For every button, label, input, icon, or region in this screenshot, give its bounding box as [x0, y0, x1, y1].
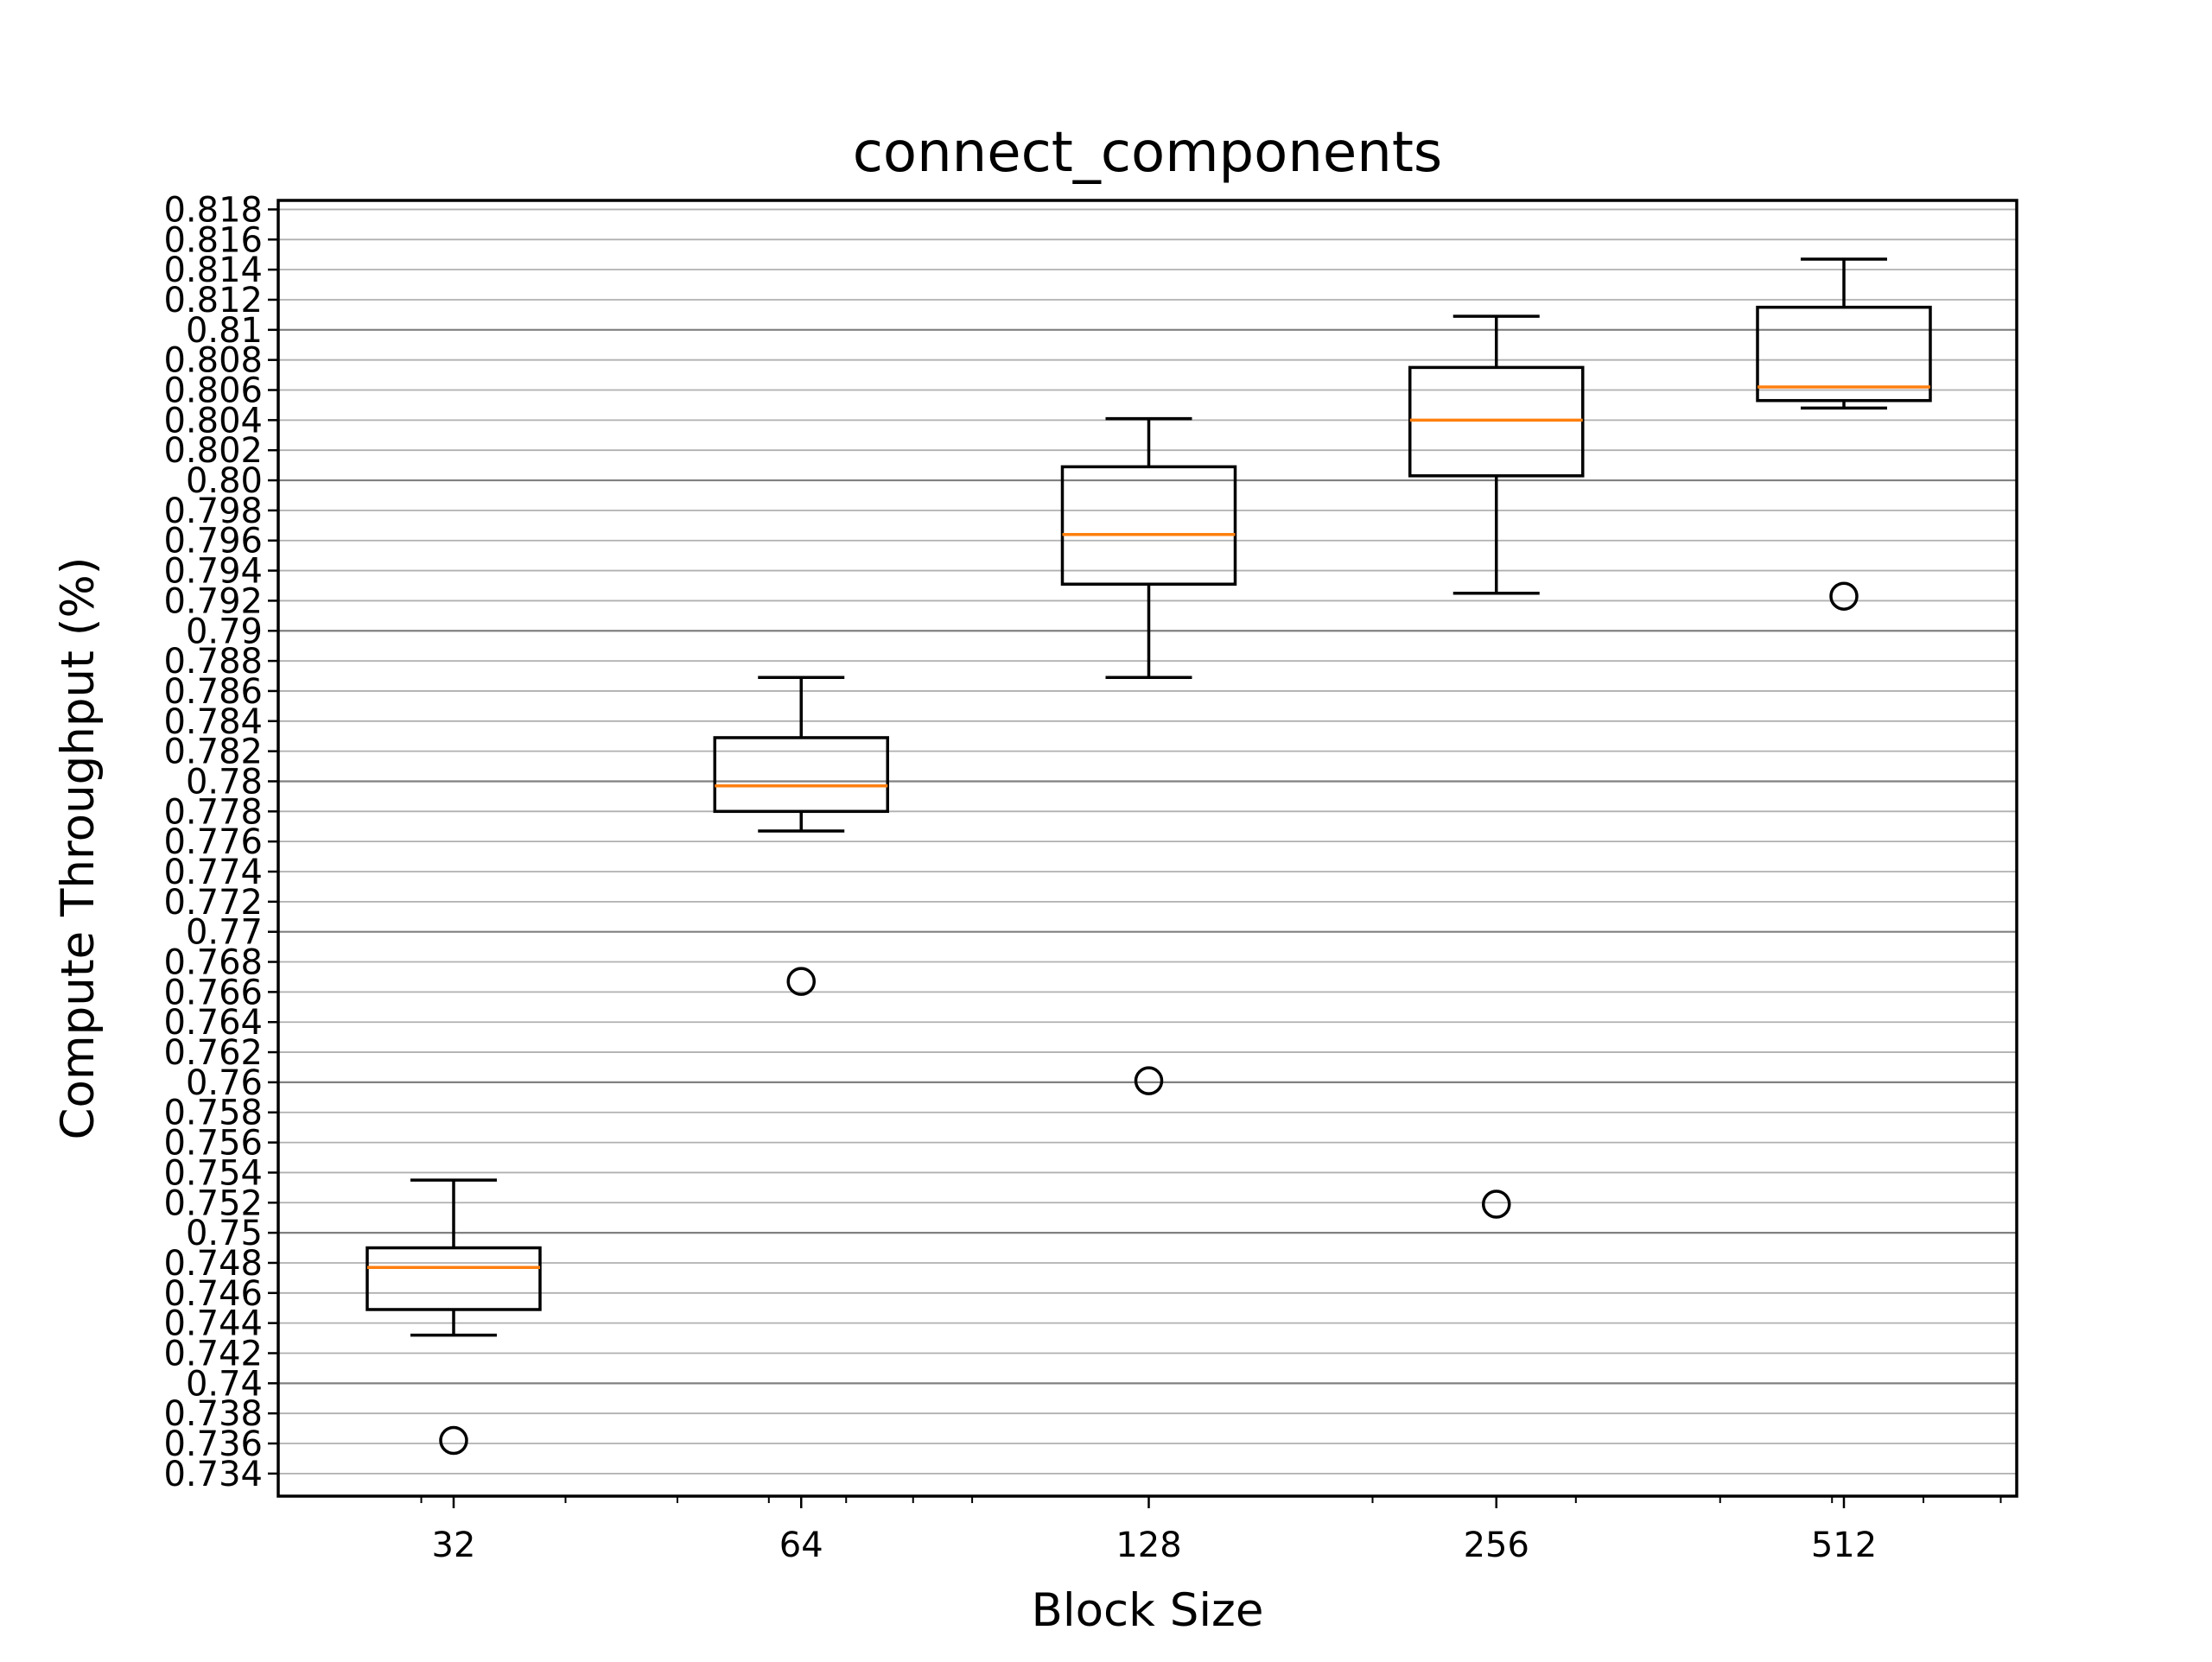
- y-tick-label: 0.786: [163, 672, 263, 712]
- grid-lines: [278, 208, 2017, 1475]
- y-tick-label: 0.768: [163, 943, 263, 983]
- outlier-point: [1134, 1066, 1164, 1095]
- box-group: [1408, 314, 1585, 1219]
- y-tick-label: 0.812: [163, 281, 263, 320]
- y-tick-label: 0.806: [163, 371, 263, 411]
- x-axis-label: Block Size: [1032, 1584, 1264, 1637]
- outlier-point: [1482, 1189, 1511, 1219]
- y-tick-label: 0.81: [186, 311, 263, 351]
- x-tick-label: 64: [779, 1526, 823, 1565]
- y-axis-label: Compute Throughput (%): [52, 557, 105, 1140]
- y-tick-label: 0.794: [163, 552, 263, 592]
- y-axis-ticks: 0.7340.7360.7380.740.7420.7440.7460.7480…: [163, 190, 278, 1494]
- y-tick-label: 0.78: [186, 762, 263, 802]
- y-tick-label: 0.74: [186, 1364, 263, 1404]
- y-tick-label: 0.734: [163, 1455, 263, 1494]
- y-tick-label: 0.76: [186, 1063, 263, 1103]
- x-tick-label: 128: [1116, 1526, 1181, 1565]
- y-tick-label: 0.776: [163, 822, 263, 862]
- y-tick-label: 0.754: [163, 1153, 263, 1193]
- y-tick-label: 0.764: [163, 1003, 263, 1043]
- y-tick-label: 0.778: [163, 792, 263, 832]
- y-tick-label: 0.772: [163, 883, 263, 923]
- x-axis-ticks: 32 64 128 256 512: [420, 1496, 2002, 1565]
- y-tick-label: 0.752: [163, 1183, 263, 1223]
- y-tick-label: 0.738: [163, 1394, 263, 1434]
- y-tick-label: 0.808: [163, 341, 263, 381]
- y-tick-label: 0.762: [163, 1033, 263, 1073]
- y-tick-label: 0.802: [163, 431, 263, 471]
- x-tick-label: 256: [1464, 1526, 1529, 1565]
- y-tick-label: 0.748: [163, 1244, 263, 1284]
- box-group: [365, 1178, 542, 1456]
- y-tick-label: 0.818: [163, 190, 263, 230]
- box-group: [713, 676, 889, 996]
- outlier-point: [439, 1425, 468, 1456]
- y-tick-label: 0.782: [163, 733, 263, 772]
- chart-title: connect_components: [853, 121, 1443, 185]
- y-tick-label: 0.774: [163, 853, 263, 892]
- box-iqr: [1756, 305, 1932, 403]
- y-tick-label: 0.758: [163, 1094, 263, 1133]
- y-tick-label: 0.80: [186, 461, 263, 501]
- y-tick-label: 0.816: [163, 220, 263, 260]
- y-tick-label: 0.766: [163, 973, 263, 1012]
- y-tick-label: 0.792: [163, 581, 263, 621]
- box-iqr: [1060, 465, 1237, 587]
- y-tick-label: 0.736: [163, 1424, 263, 1464]
- boxes-group: [365, 257, 1932, 1456]
- y-tick-label: 0.77: [186, 913, 263, 953]
- y-tick-label: 0.784: [163, 702, 263, 742]
- box-group: [1060, 416, 1237, 1095]
- y-tick-label: 0.814: [163, 251, 263, 290]
- box-iqr: [713, 736, 889, 814]
- outlier-point: [786, 967, 816, 996]
- x-tick-label: 32: [432, 1526, 476, 1565]
- outlier-point: [1829, 581, 1859, 611]
- y-tick-label: 0.75: [186, 1214, 263, 1253]
- box-group: [1756, 257, 1932, 611]
- y-tick-label: 0.742: [163, 1334, 263, 1373]
- y-tick-label: 0.744: [163, 1304, 263, 1344]
- y-tick-label: 0.788: [163, 642, 263, 682]
- y-tick-label: 0.746: [163, 1274, 263, 1314]
- box-iqr: [365, 1246, 542, 1311]
- y-tick-label: 0.79: [186, 612, 263, 651]
- y-tick-label: 0.804: [163, 401, 263, 441]
- y-tick-label: 0.756: [163, 1124, 263, 1164]
- y-tick-label: 0.798: [163, 492, 263, 531]
- y-tick-label: 0.796: [163, 522, 263, 561]
- x-tick-label: 512: [1811, 1526, 1877, 1565]
- plot-frame: [276, 199, 2018, 1498]
